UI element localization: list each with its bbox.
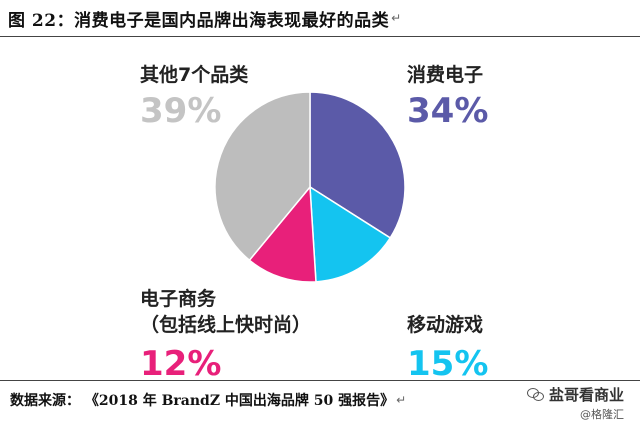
watermark-sub: @格隆汇 (580, 408, 624, 421)
pie-slice-mobile-games (309, 185, 392, 283)
paragraph-mark-icon: ↵ (391, 11, 402, 25)
source-note: 数据来源： 《2018 年 BrandZ 中国出海品牌 50 强报告》 (10, 393, 395, 409)
figure-title-bar: 图 22：消费电子是国内品牌出海表现最好的品类 ↵ (0, 0, 640, 37)
slice-pct-mobile-games: 15% (407, 344, 488, 380)
slice-pct-other-categories: 39% (140, 91, 221, 131)
pie-slice-other-categories (214, 91, 311, 262)
slice-label-consumer-electronics: 消费电子 (407, 63, 483, 86)
watermark-main: 盐哥看商业 (548, 386, 624, 404)
slice-label-ecommerce-sub: （包括线上快时尚） (140, 313, 311, 336)
wechat-icon (526, 387, 545, 402)
slice-label-ecommerce: 电子商务 (140, 287, 217, 310)
watermark: 盐哥看商业 @格隆汇 (526, 384, 624, 422)
figure-title: 图 22：消费电子是国内品牌出海表现最好的品类 (8, 10, 390, 31)
paragraph-mark-icon: ↵ (396, 393, 407, 407)
pie-chart-area: 消费电子 34% 其他7个品类 39% 电子商务 （包括线上快时尚） 12% 移… (0, 37, 640, 380)
slice-label-other-categories: 其他7个品类 (140, 63, 248, 86)
slice-pct-consumer-electronics: 34% (407, 91, 488, 131)
slice-pct-ecommerce: 12% (140, 344, 221, 380)
slice-label-mobile-games: 移动游戏 (407, 313, 483, 336)
pie-slices (214, 91, 406, 283)
pie-chart: 消费电子 34% 其他7个品类 39% 电子商务 （包括线上快时尚） 12% 移… (140, 63, 488, 380)
pie-slice-ecommerce (248, 185, 317, 283)
source-bar: 数据来源： 《2018 年 BrandZ 中国出海品牌 50 强报告》 ↵ (0, 380, 640, 419)
